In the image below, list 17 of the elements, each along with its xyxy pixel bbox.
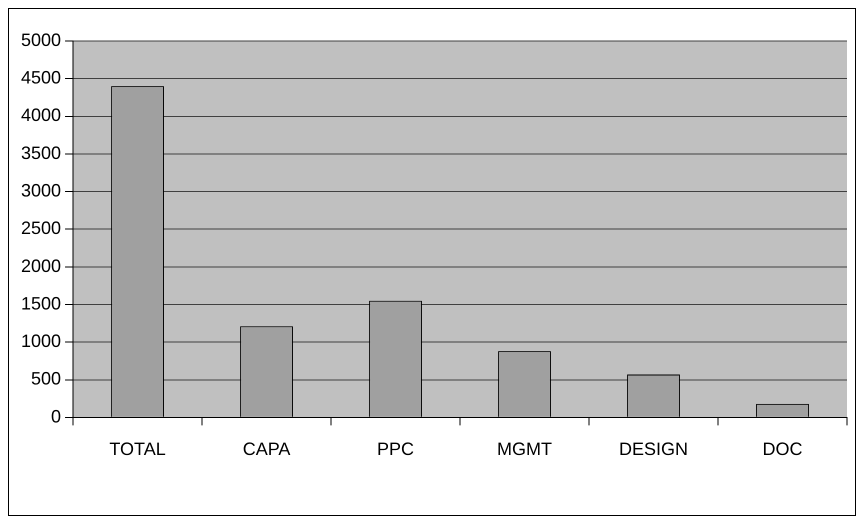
y-tick-label: 4500 <box>20 68 62 88</box>
x-tick-label: CAPA <box>242 439 290 460</box>
x-tick-label: DOC <box>762 439 803 460</box>
y-tick-label: 500 <box>30 368 62 389</box>
y-tick-label: 4000 <box>20 105 62 126</box>
x-tick-label: DESIGN <box>619 439 688 460</box>
y-tick-label: 0 <box>51 406 62 426</box>
x-tick-label: PPC <box>377 439 414 460</box>
y-tick-label: 3500 <box>20 142 62 163</box>
y-tick-label: 1500 <box>20 293 62 314</box>
y-tick-label: 5000 <box>20 30 62 50</box>
y-tick-label: 2000 <box>20 256 62 276</box>
y-tick-label: 3000 <box>20 180 62 201</box>
x-tick-label: TOTAL <box>109 439 166 460</box>
x-tick-label: MGMT <box>497 439 552 460</box>
y-tick-label: 2500 <box>20 218 62 238</box>
y-tick-label: 1000 <box>20 331 62 352</box>
